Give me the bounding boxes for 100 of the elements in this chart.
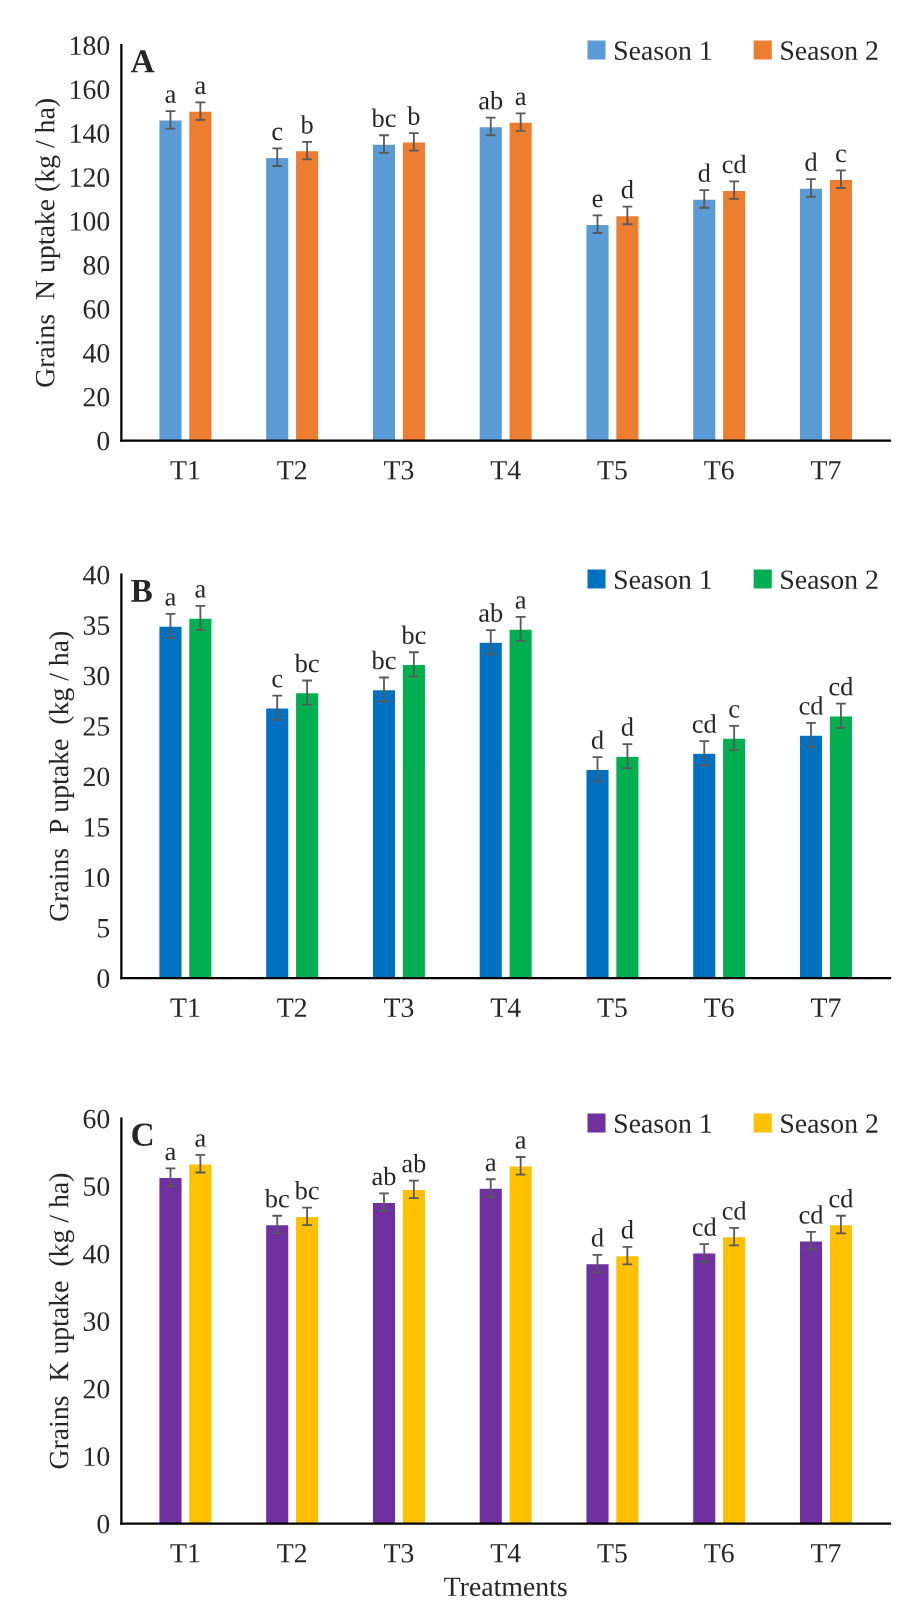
x-tick-label: T7: [811, 998, 841, 1017]
y-tick-label: 50: [84, 1177, 110, 1196]
x-tick-label: T3: [384, 998, 414, 1018]
bar: [371, 143, 397, 441]
x-axis-title: Treatments: [444, 1577, 567, 1597]
data-label: ab: [479, 90, 503, 110]
y-axis-title: Grains P uptake (kg / ha): [48, 631, 75, 921]
x-tick-label: T2: [277, 1543, 307, 1563]
y-tick-label: 0: [97, 1514, 110, 1534]
y-tick-label: 30: [83, 666, 110, 686]
x-tick-label: T1: [170, 1544, 200, 1563]
data-label: a: [515, 1136, 527, 1149]
y-tick-label: 5: [97, 919, 110, 938]
x-tick-label: T4: [490, 461, 521, 480]
bar: [294, 1215, 320, 1524]
y-tick-label: 60: [83, 299, 110, 319]
y-tick-label: 30: [83, 1312, 110, 1331]
bar: [585, 1262, 610, 1524]
data-label: d: [621, 179, 634, 199]
y-tick-label: 80: [83, 256, 110, 275]
x-tick-label: T2: [277, 998, 307, 1017]
data-label: cd: [692, 714, 717, 733]
data-label: bc: [294, 653, 319, 673]
data-label: c: [836, 149, 846, 163]
y-tick-label: 60: [83, 1109, 110, 1129]
data-label: bc: [401, 625, 426, 645]
bar: [264, 156, 290, 441]
bar: [614, 755, 640, 979]
bar: [371, 688, 397, 979]
data-label: d: [621, 717, 634, 736]
data-label: d: [591, 1228, 604, 1247]
data-label: ab: [372, 1166, 396, 1186]
bar: [691, 1252, 717, 1524]
y-axis-title: Grains N uptake (kg / ha): [34, 99, 61, 387]
bar: [264, 1223, 290, 1524]
bar: [614, 214, 640, 441]
bar: [721, 737, 747, 979]
bar: [508, 628, 534, 979]
data-label: bc: [294, 1180, 319, 1200]
y-tick-label: 0: [97, 431, 110, 451]
x-tick-label: T1: [170, 461, 200, 480]
data-label: cd: [829, 676, 854, 696]
y-tick-label: 15: [84, 818, 110, 837]
bar: [828, 178, 854, 441]
y-tick-label: 10: [84, 868, 110, 888]
bar: [401, 1188, 427, 1524]
data-label: cd: [692, 1217, 717, 1236]
data-label: c: [272, 127, 283, 141]
bar: [294, 149, 320, 441]
bar: [721, 1235, 747, 1524]
bar: [585, 223, 610, 441]
legend-label: Season 2: [781, 41, 878, 61]
legend-label: Season 2: [781, 1114, 878, 1133]
bar: [158, 1176, 183, 1524]
legend-label: Season 1: [615, 1114, 712, 1133]
data-label: bc: [264, 1189, 289, 1208]
data-label: a: [195, 81, 206, 95]
data-label: ab: [402, 1153, 426, 1173]
bar: [828, 715, 854, 979]
bar: [158, 625, 183, 979]
x-tick-label: T7: [811, 1544, 841, 1563]
y-tick-label: 0: [97, 969, 110, 988]
y-tick-label: 180: [71, 36, 110, 56]
bar: [158, 119, 183, 441]
bar: [508, 1165, 534, 1524]
x-tick-label: T3: [384, 1543, 414, 1563]
bar: [478, 641, 504, 979]
x-tick-label: T1: [170, 998, 200, 1017]
bar: [691, 752, 717, 979]
x-tick-label: T6: [704, 460, 734, 480]
bar: [691, 198, 717, 441]
data-label: a: [515, 92, 527, 106]
data-label: c: [729, 705, 740, 718]
y-tick-label: 25: [83, 717, 110, 736]
data-label: cd: [829, 1189, 854, 1208]
bar: [828, 1223, 854, 1524]
data-label: a: [515, 596, 527, 609]
bar: [798, 734, 824, 979]
bar: [721, 189, 747, 441]
bar: [508, 121, 534, 441]
data-label: d: [621, 1220, 634, 1239]
legend-label: Season 1: [615, 41, 712, 61]
y-tick-label: 40: [83, 343, 110, 363]
y-tick-label: 120: [71, 168, 110, 187]
x-tick-label: T3: [384, 460, 414, 480]
data-label: a: [165, 90, 176, 103]
x-tick-label: T4: [490, 998, 521, 1017]
data-label: d: [591, 730, 604, 750]
data-label: cd: [722, 154, 747, 174]
y-tick-label: 10: [84, 1447, 110, 1467]
bar: [478, 125, 504, 441]
y-tick-label: 20: [83, 1379, 110, 1399]
bar: [187, 617, 213, 979]
y-tick-label: 140: [71, 124, 110, 143]
data-label: e: [592, 194, 603, 208]
y-tick-label: 160: [71, 80, 110, 100]
x-tick-label: T5: [597, 1544, 627, 1563]
x-tick-label: T2: [277, 460, 307, 480]
bar: [187, 110, 213, 441]
x-tick-label: T6: [704, 1543, 734, 1563]
